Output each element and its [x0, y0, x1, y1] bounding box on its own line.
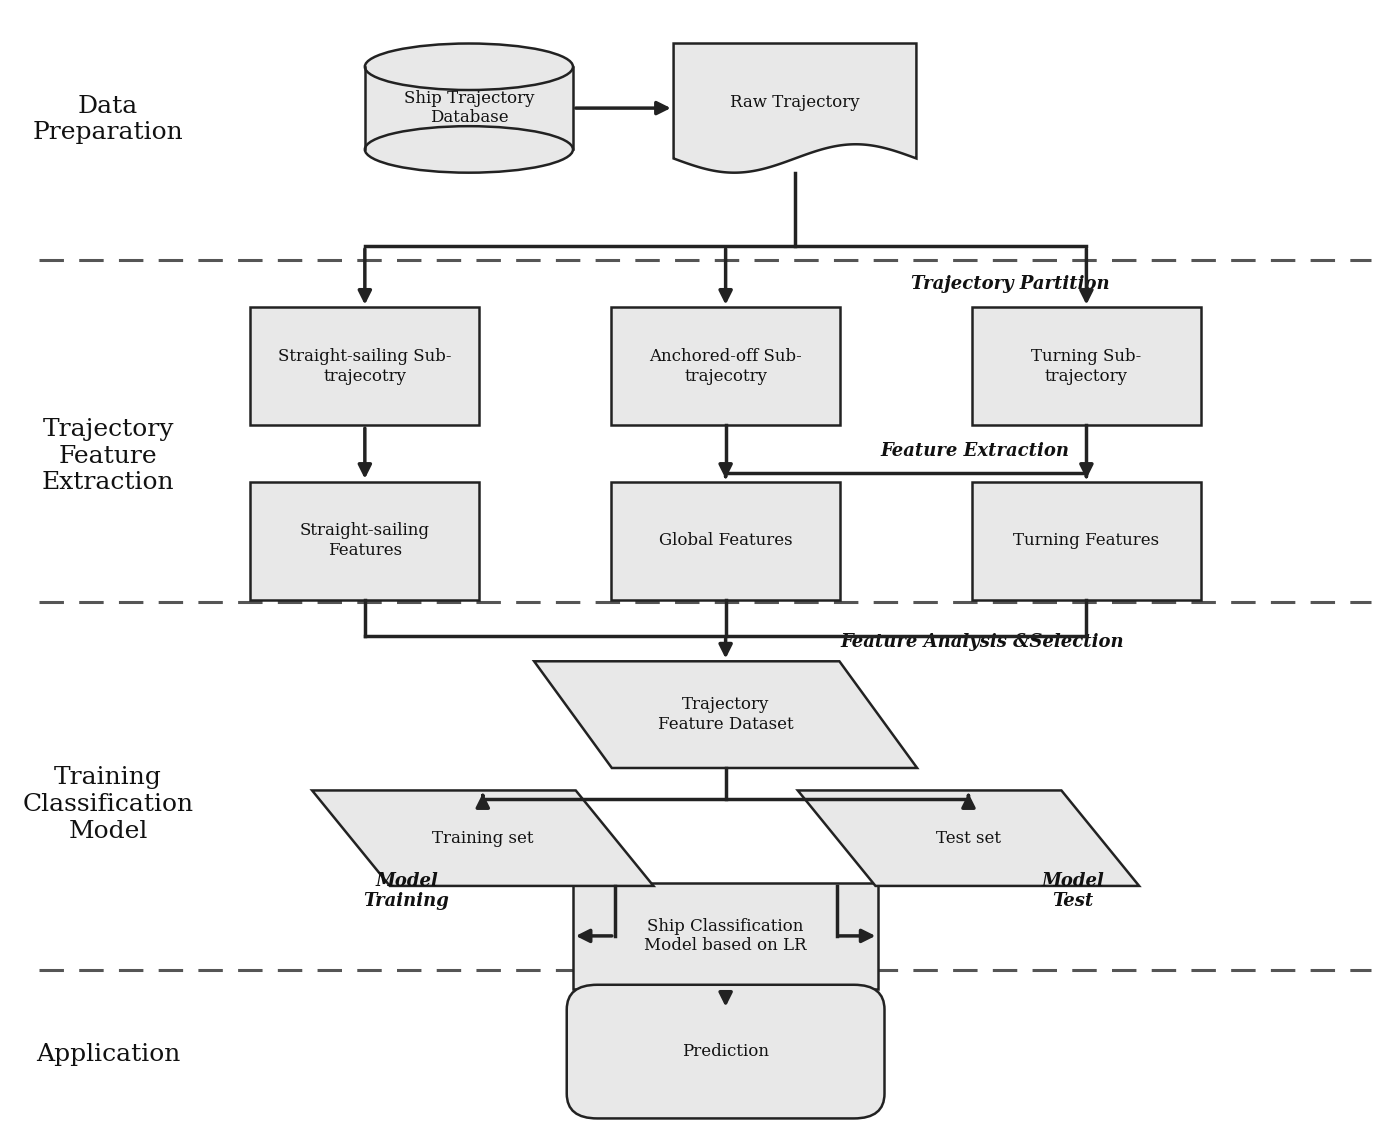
Text: Data
Preparation: Data Preparation	[32, 95, 183, 144]
Text: Global Features: Global Features	[659, 533, 792, 549]
Text: Training set: Training set	[433, 830, 533, 847]
Text: Trajectory Partition: Trajectory Partition	[911, 276, 1109, 294]
Text: Turning Features: Turning Features	[1014, 533, 1159, 549]
FancyBboxPatch shape	[567, 985, 885, 1118]
Text: Turning Sub-
trajectory: Turning Sub- trajectory	[1032, 348, 1141, 385]
Text: Feature Analysis &Selection: Feature Analysis &Selection	[840, 633, 1124, 651]
Bar	[972, 307, 1201, 426]
Text: Raw Trajectory: Raw Trajectory	[731, 93, 860, 111]
Text: Feature Extraction: Feature Extraction	[881, 441, 1070, 459]
Text: Application: Application	[36, 1044, 181, 1066]
Bar	[365, 66, 573, 150]
Text: Trajectory
Feature Dataset: Trajectory Feature Dataset	[658, 696, 794, 733]
Bar	[573, 883, 878, 990]
Ellipse shape	[365, 44, 573, 90]
Text: Prediction: Prediction	[682, 1043, 769, 1060]
Ellipse shape	[365, 126, 573, 172]
Text: Ship Classification
Model based on LR: Ship Classification Model based on LR	[644, 918, 806, 954]
Bar	[251, 307, 479, 426]
Bar	[612, 307, 840, 426]
Bar	[972, 482, 1201, 599]
Text: Trajectory
Feature
Extraction: Trajectory Feature Extraction	[42, 418, 175, 494]
Text: Model
Test: Model Test	[1042, 872, 1105, 911]
Text: Straight-sailing Sub-
trajecotry: Straight-sailing Sub- trajecotry	[279, 348, 452, 385]
Text: Test set: Test set	[937, 830, 1001, 847]
Text: Ship Trajectory
Database: Ship Trajectory Database	[403, 90, 535, 126]
Text: Straight-sailing
Features: Straight-sailing Features	[300, 522, 430, 558]
Text: Model
Training: Model Training	[364, 872, 449, 911]
Text: Anchored-off Sub-
trajecotry: Anchored-off Sub- trajecotry	[650, 348, 802, 385]
Polygon shape	[673, 44, 917, 172]
Polygon shape	[535, 661, 917, 768]
Bar	[612, 482, 840, 599]
Text: Training
Classification
Model: Training Classification Model	[22, 767, 193, 842]
Polygon shape	[798, 790, 1140, 886]
Bar	[251, 482, 479, 599]
Polygon shape	[312, 790, 654, 886]
